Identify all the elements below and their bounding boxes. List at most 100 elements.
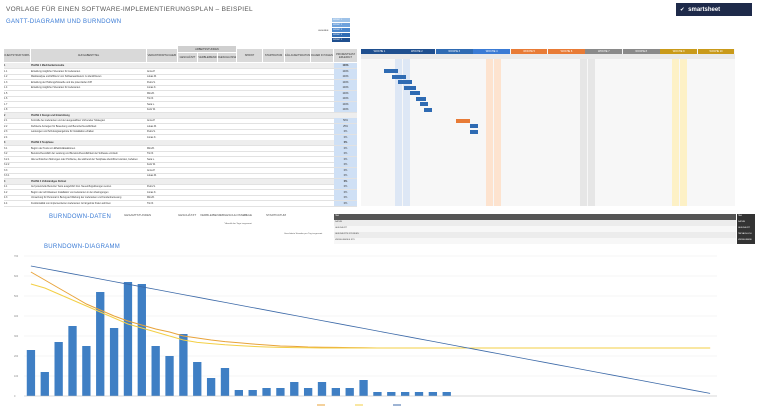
chart-bar — [220, 368, 230, 396]
gantt-week-8: WOCHE 8 — [622, 49, 660, 54]
gantt-week-6: WOCHE 6 — [548, 49, 585, 54]
kpi-label: GESAMTSTUNDEN — [124, 213, 152, 217]
cell-id: 3.3.1 — [4, 174, 10, 177]
table-row[interactable]: 2.1 Kontrolle bei Lieferanten und der aus… — [4, 118, 357, 125]
legend-sprint-4: SPRINT 4 — [332, 33, 350, 37]
phase-row[interactable]: 4 PHASE 4 Vollständiges Rollout 0% — [4, 178, 357, 185]
kpi-3: VERBLEIBEND — [200, 213, 221, 217]
cell-task: Erstellung möglicher Szenarien für Liefe… — [31, 86, 81, 89]
kpi-4: ABGESCHLOSSEN — [220, 213, 247, 217]
table-row[interactable]: 3.2.2 Felix W. 0% — [4, 162, 357, 169]
kpi-2: GESCHÄTZT — [178, 213, 196, 217]
chart-bar — [428, 392, 438, 396]
burndown-key: DATUM — [737, 220, 755, 226]
gantt-week-10: WOCHE 10 — [697, 49, 735, 54]
gantt-bar[interactable] — [456, 118, 470, 123]
y-tick-label: 700 — [14, 255, 19, 258]
gantt-bar[interactable] — [470, 124, 478, 129]
gantt-weekend-band — [395, 59, 403, 206]
cell-task: PHASE 2 Design und Entwicklung — [31, 113, 70, 117]
table-row[interactable]: 3.2.1 Alle technischen Störungen oder Pro… — [4, 156, 357, 163]
cell-pct: 0% — [334, 140, 357, 146]
table-row[interactable]: 1.5 Mira B. 100% — [4, 90, 357, 97]
cell-owner: Anna P. — [147, 69, 156, 73]
col-done: ABGESCHLOSSEN — [218, 53, 236, 62]
phase-row[interactable]: 1 PHASE 1 Machbarkeitsstudie 100% — [4, 63, 357, 70]
gantt-bar[interactable] — [410, 91, 420, 96]
cell-id: 3.2.1 — [4, 157, 10, 161]
kpi-1: GESAMTSTUNDEN — [124, 213, 151, 217]
legend-sprint-1: SPRINT 1 — [332, 18, 350, 22]
table-row[interactable]: 1.7 Sara L. 100% — [4, 101, 357, 108]
col-group-hours: ARBEITSSTUNDEN — [178, 46, 236, 52]
cell-owner: Tim R. — [147, 201, 154, 205]
table-row[interactable]: 3.1 Beginn der Tests von Effektivitätsakt… — [4, 145, 357, 152]
cell-owner: Lukas M. — [147, 124, 157, 128]
cell-id: 2.1 — [4, 119, 8, 122]
kpi-note: * Anzahl der Tage insgesamt — [224, 223, 252, 225]
cell-id: 3.2 — [4, 152, 8, 155]
cell-pct: 0% — [334, 151, 357, 157]
table-row[interactable]: 3.3 Anna P. 0% — [4, 167, 357, 174]
chart-bar — [276, 388, 285, 396]
section-gantt: GANTT-DIAGRAMM UND BURNDOWN — [6, 19, 122, 25]
table-row[interactable]: 1.6 Tim R. 100% — [4, 96, 357, 103]
cell-pct: 100% — [334, 85, 357, 91]
kpi-5: TAGE — [244, 213, 252, 217]
gantt-bar[interactable] — [416, 96, 426, 101]
cell-id: 4.2 — [4, 190, 8, 194]
table-row[interactable]: 4.2 Beginn der schrittweisen Installation… — [4, 189, 357, 196]
table-row[interactable]: 1.3 Erstellung der Haftungshinweiße und d… — [4, 79, 357, 86]
section-burndown-chart: BURNDOWN-DIAGRAMM — [44, 244, 121, 250]
phase-row[interactable]: 2 PHASE 2 Design und Entwicklung — [4, 112, 357, 119]
cell-pct: 0% — [334, 167, 357, 173]
y-tick-label: 500 — [14, 295, 19, 298]
gantt-bar[interactable] — [404, 85, 416, 90]
gantt-bar[interactable] — [384, 69, 398, 74]
cell-id: 4.3 — [4, 196, 8, 199]
cell-id: 3.1 — [4, 146, 8, 150]
cell-task: Benutzerfreundlich der Leistung und Benu… — [31, 152, 118, 155]
table-row[interactable]: 3.2 Benutzerfreundlich der Leistung und B… — [4, 151, 357, 158]
table-row[interactable]: 4.1 Auf potenzielle Benutzer Tests ausgef… — [4, 184, 357, 191]
table-row[interactable]: 4.4 Funktionalität von implementierten Li… — [4, 200, 357, 207]
table-row[interactable]: 2.2 Definierte Anzeigen für Bewertung und… — [4, 123, 357, 130]
table-row[interactable]: 1.4 Erstellung möglicher Szenarien für Li… — [4, 85, 357, 92]
gantt-bar[interactable] — [398, 80, 412, 85]
chart-bar — [193, 362, 202, 396]
chart-bar — [151, 346, 160, 396]
cell-pct: 0% — [334, 156, 357, 162]
cell-pct: 0% — [334, 178, 357, 184]
cell-task: Marktanalyse und Effizienz von Softwarea… — [31, 75, 102, 78]
burndown-row-label: GESCHÄTZTE STUNDEN — [335, 233, 359, 235]
cell-owner: Tim R. — [147, 152, 154, 155]
gantt-bar[interactable] — [424, 107, 432, 112]
cell-pct: 100% — [334, 63, 357, 69]
cell-owner: Mira B. — [147, 146, 155, 150]
col-wbs: PROJEKTSTRUKTURPLAN — [4, 49, 30, 62]
table-row[interactable]: 1.1 Erstellung möglicher Szenarien für Li… — [4, 68, 357, 75]
gantt-week-1: WOCHE 1 — [361, 49, 398, 54]
cell-task: Definierte Anzeigen für Bewertung und Be… — [31, 124, 97, 128]
burndown-row: VERBLEIBENDE STD — [334, 238, 736, 244]
table-row[interactable]: 4.3 Umsetzung für Personal in Bezug auf W… — [4, 195, 357, 202]
gantt-bar[interactable] — [470, 129, 478, 134]
cell-owner: Anna P. — [147, 119, 156, 122]
cell-id: 3 — [4, 141, 6, 144]
col-pct: PROZENTSATZ ERLEDIGT — [334, 49, 357, 62]
cell-owner: Petra S. — [147, 185, 156, 188]
legend-sprint-5: SPRINT 5 — [332, 38, 350, 42]
cell-pct: 0% — [334, 134, 357, 140]
cell-pct: 100% — [334, 74, 357, 80]
cell-owner: Jonas K. — [147, 135, 157, 139]
table-row[interactable]: 1.2 Marktanalyse und Effizienz von Softwa… — [4, 74, 357, 81]
cell-id: 4.1 — [4, 185, 8, 188]
gantt-bar[interactable] — [420, 102, 428, 107]
page-title: VORLAGE FÜR EINEN SOFTWARE-IMPLEMENTIERU… — [6, 6, 253, 13]
chart-bar — [54, 342, 63, 396]
burndown-row-label: DATUM — [335, 221, 342, 223]
gantt-bar[interactable] — [392, 74, 406, 79]
cell-owner: Mira B. — [147, 91, 155, 95]
phase-row[interactable]: 3 PHASE 3 Testphase 0% — [4, 140, 357, 147]
table-row[interactable]: 2.3 Leistungen und Schulungsangebote für … — [4, 129, 357, 136]
